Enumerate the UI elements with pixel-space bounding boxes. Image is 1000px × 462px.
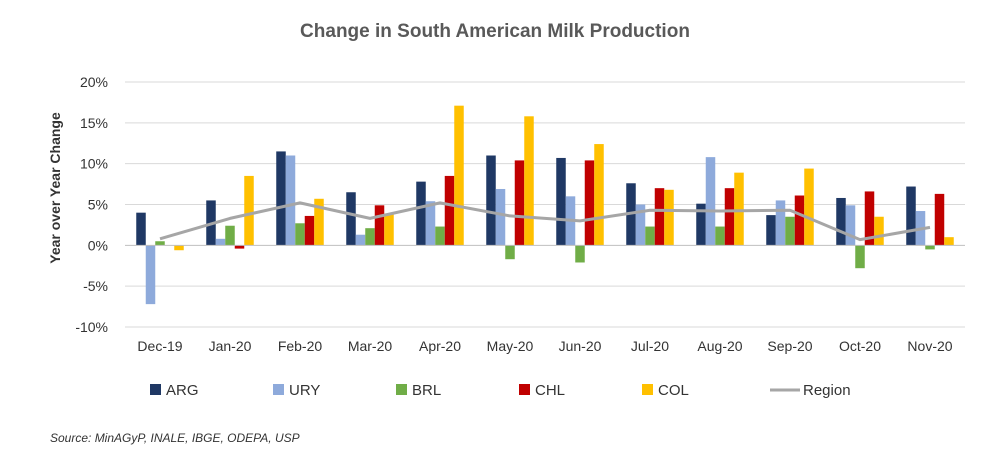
bar-ury-dec-19 [145, 245, 156, 305]
bar-col-feb-20 [314, 198, 324, 246]
bar-brl-jan-20 [225, 225, 235, 246]
bar-col-nov-20 [944, 237, 954, 246]
bar-chl-sep-20 [794, 195, 805, 246]
y-tick-label: 5% [88, 197, 108, 213]
bar-chl-oct-20 [864, 191, 875, 246]
x-axis-ticks: Dec-19 Jan-20 Feb-20 Mar-20 Apr-20 May-20 Jun-… [137, 338, 952, 354]
legend-label-chl: CHL [535, 382, 565, 399]
x-tick-label: Nov-20 [907, 338, 952, 354]
gridlines [125, 81, 965, 328]
bar-arg-mar-20 [346, 192, 356, 246]
chart-title: Change in South American Milk Production [300, 21, 690, 42]
x-tick-label: Dec-19 [137, 338, 182, 354]
bar-brl-mar-20 [365, 228, 375, 246]
bar-ury-jan-20 [215, 238, 226, 246]
legend-swatch-arg [150, 384, 161, 395]
x-tick-label: Sep-20 [767, 338, 812, 354]
bar-brl-dec-19 [155, 241, 165, 246]
bar-brl-aug-20 [715, 226, 725, 246]
bar-col-dec-19 [174, 245, 184, 251]
bar-chl-aug-20 [724, 188, 735, 246]
bar-brl-apr-20 [435, 226, 445, 246]
bar-col-oct-20 [874, 216, 884, 246]
x-tick-label: Oct-20 [839, 338, 881, 354]
bar-brl-jun-20 [575, 245, 585, 263]
bar-ury-feb-20 [285, 155, 296, 246]
x-tick-label: Aug-20 [697, 338, 742, 354]
y-tick-label: -5% [83, 278, 108, 294]
region-line-path [159, 201, 931, 242]
legend-swatch-ury [273, 384, 284, 395]
bar-chl-mar-20 [374, 205, 385, 246]
x-tick-label: Mar-20 [348, 338, 393, 354]
bar-brl-nov-20 [925, 245, 935, 250]
legend-swatch-col [642, 384, 653, 395]
y-tick-label: -10% [75, 319, 108, 335]
region-line [159, 201, 931, 242]
bar-ury-may-20 [495, 188, 506, 246]
bar-arg-sep-20 [766, 215, 776, 246]
bar-arg-apr-20 [416, 181, 426, 246]
bar-chl-jun-20 [584, 160, 595, 246]
bar-arg-dec-19 [136, 212, 146, 246]
bar-brl-feb-20 [295, 223, 305, 246]
x-tick-label: Feb-20 [278, 338, 323, 354]
legend-label-brl: BRL [412, 382, 441, 399]
bar-chl-jul-20 [654, 188, 665, 246]
bar-col-mar-20 [384, 213, 394, 246]
legend: ARG URY BRL CHL COL Region [150, 382, 851, 399]
legend-label-col: COL [658, 382, 689, 399]
bar-ury-sep-20 [775, 200, 786, 246]
x-tick-label: May-20 [487, 338, 534, 354]
bar-chl-feb-20 [304, 215, 315, 246]
bar-col-jul-20 [664, 189, 674, 246]
bar-brl-may-20 [505, 245, 515, 260]
bar-col-jan-20 [244, 175, 254, 246]
y-tick-label: 20% [80, 74, 108, 90]
source-note: Source: MinAGyP, INALE, IBGE, ODEPA, USP [50, 431, 300, 445]
x-tick-label: Jun-20 [559, 338, 602, 354]
bar-arg-nov-20 [906, 186, 916, 246]
bar-arg-jun-20 [556, 157, 566, 246]
bar-col-apr-20 [454, 105, 464, 246]
bar-ury-oct-20 [845, 205, 856, 246]
bar-arg-aug-20 [696, 203, 706, 246]
bar-brl-oct-20 [855, 245, 865, 269]
y-axis-ticks: -10% -5% 0% 5% 10% 15% 20% [75, 74, 108, 335]
bar-chl-jan-20 [234, 245, 245, 249]
legend-label-arg: ARG [166, 382, 199, 399]
bar-arg-may-20 [486, 155, 496, 246]
legend-swatch-chl [519, 384, 530, 395]
bar-chl-may-20 [514, 160, 525, 246]
y-tick-label: 0% [88, 237, 108, 253]
bar-col-aug-20 [734, 172, 744, 246]
x-tick-label: Jan-20 [209, 338, 252, 354]
legend-label-region: Region [803, 382, 851, 399]
bar-chl-nov-20 [934, 193, 945, 246]
legend-label-ury: URY [289, 382, 320, 399]
bar-col-may-20 [524, 116, 534, 246]
bar-ury-mar-20 [355, 234, 366, 246]
x-tick-label: Apr-20 [419, 338, 461, 354]
bar-col-jun-20 [594, 144, 604, 246]
y-tick-label: 15% [80, 115, 108, 131]
bar-arg-oct-20 [836, 197, 846, 246]
bar-ury-apr-20 [425, 201, 436, 246]
y-tick-label: 10% [80, 156, 108, 172]
legend-swatch-brl [396, 384, 407, 395]
bar-brl-sep-20 [785, 216, 795, 246]
y-axis-label: Year over Year Change [47, 112, 63, 264]
bar-col-sep-20 [804, 168, 814, 246]
bar-chl-apr-20 [444, 175, 455, 246]
bar-arg-feb-20 [276, 151, 286, 246]
bar-ury-jul-20 [635, 204, 646, 246]
bar-brl-jul-20 [645, 226, 655, 246]
bar-ury-aug-20 [705, 157, 716, 246]
x-tick-label: Jul-20 [631, 338, 669, 354]
